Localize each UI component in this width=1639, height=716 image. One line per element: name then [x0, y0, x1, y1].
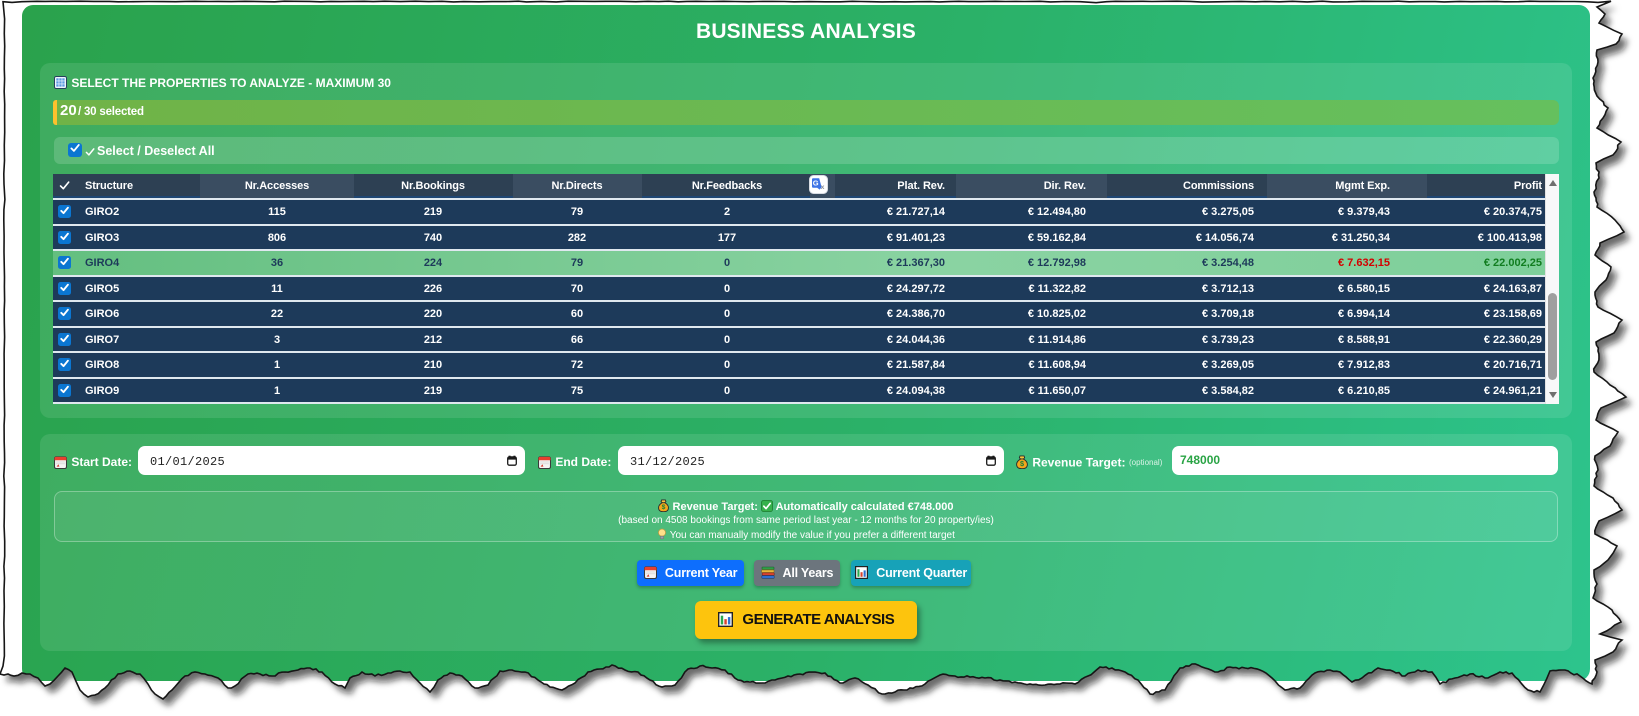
svg-text:x: x — [821, 184, 825, 191]
svg-text:$: $ — [1020, 459, 1024, 468]
svg-text:G: G — [813, 179, 819, 188]
svg-text:$: $ — [662, 504, 666, 511]
